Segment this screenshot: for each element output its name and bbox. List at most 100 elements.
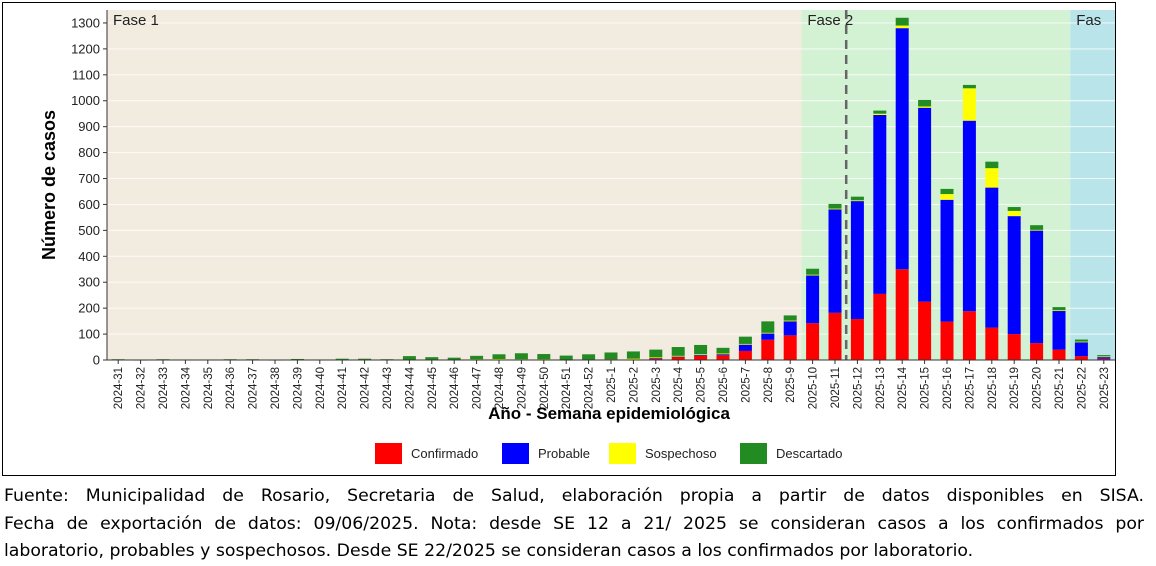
x-tick-label-2024-39: 2024-39 bbox=[292, 367, 304, 409]
bar-descartado-2025-17 bbox=[962, 84, 976, 89]
bar-sospechoso-2025-15 bbox=[918, 106, 932, 108]
bar-confirmado-2025-5 bbox=[694, 355, 708, 360]
bar-sospechoso-2025-17 bbox=[962, 88, 976, 121]
x-tick-label-2024-33: 2024-33 bbox=[158, 367, 170, 409]
legend-swatch-probable bbox=[502, 443, 529, 464]
x-tick-label-2024-40: 2024-40 bbox=[315, 367, 327, 409]
x-tick-label-2024-36: 2024-36 bbox=[225, 367, 237, 409]
bar-confirmado-2025-10 bbox=[806, 323, 820, 360]
bar-probable-2025-6 bbox=[716, 354, 730, 356]
x-tick-label-2024-52: 2024-52 bbox=[584, 367, 596, 409]
bar-descartado-2025-15 bbox=[918, 99, 932, 107]
bar-sospechoso-2025-8 bbox=[761, 332, 775, 334]
y-tick-label-0: 0 bbox=[93, 353, 100, 368]
phase-background-1 bbox=[107, 10, 802, 360]
bar-confirmado-2025-20 bbox=[1030, 343, 1044, 360]
legend-swatch-confirmado bbox=[375, 443, 402, 464]
legend-swatch-descartado bbox=[740, 443, 767, 464]
bar-sospechoso-2025-19 bbox=[1007, 210, 1021, 217]
x-tick-label-2024-37: 2024-37 bbox=[248, 367, 260, 409]
legend-label-probable: Probable bbox=[538, 446, 590, 461]
bar-confirmado-2025-13 bbox=[873, 293, 887, 360]
y-tick-label-1200: 1200 bbox=[71, 41, 100, 56]
bar-descartado-2024-49 bbox=[514, 353, 528, 360]
bar-descartado-2025-23 bbox=[1097, 355, 1111, 357]
x-tick-label-2024-38: 2024-38 bbox=[270, 367, 282, 409]
x-tick-label-2024-46: 2024-46 bbox=[449, 367, 461, 409]
x-tick-label-2025-23: 2025-23 bbox=[1099, 367, 1111, 409]
x-tick-label-2025-22: 2025-22 bbox=[1076, 367, 1088, 409]
bar-descartado-2025-11 bbox=[828, 203, 842, 209]
x-tick-label-2025-5: 2025-5 bbox=[696, 367, 708, 403]
y-tick-label-300: 300 bbox=[78, 275, 100, 290]
bar-sospechoso-2025-18 bbox=[985, 168, 999, 188]
bar-descartado-2024-46 bbox=[447, 357, 461, 360]
bar-descartado-2025-13 bbox=[873, 110, 887, 114]
bar-probable-2025-13 bbox=[873, 115, 887, 294]
bar-descartado-2024-44 bbox=[402, 356, 416, 360]
bar-descartado-2024-39 bbox=[290, 358, 304, 360]
bar-probable-2025-17 bbox=[962, 120, 976, 312]
x-tick-label-2025-16: 2025-16 bbox=[942, 367, 954, 409]
phase-label-3: Fas bbox=[1076, 12, 1101, 29]
bar-sospechoso-2025-20 bbox=[1030, 229, 1044, 231]
bar-sospechoso-2025-7 bbox=[738, 343, 752, 345]
bar-confirmado-2025-19 bbox=[1007, 334, 1021, 360]
bar-confirmado-2025-18 bbox=[985, 327, 999, 360]
bar-sospechoso-2025-21 bbox=[1052, 310, 1066, 312]
bar-probable-2025-21 bbox=[1052, 310, 1066, 350]
caption-line-2: Fecha de exportación de datos: 09/06/202… bbox=[4, 513, 1144, 534]
y-tick-label-500: 500 bbox=[78, 223, 100, 238]
x-tick-label-2025-13: 2025-13 bbox=[875, 367, 887, 409]
bar-probable-2025-16 bbox=[940, 199, 954, 322]
bar-descartado-2025-6 bbox=[716, 347, 730, 354]
phase-background-2 bbox=[801, 10, 1071, 360]
y-axis-title: Número de casos bbox=[39, 110, 59, 260]
bar-probable-2025-7 bbox=[738, 344, 752, 351]
bar-confirmado-2025-21 bbox=[1052, 349, 1066, 360]
bar-descartado-2025-20 bbox=[1030, 225, 1044, 230]
bar-descartado-2025-21 bbox=[1052, 307, 1066, 311]
bar-confirmado-2025-17 bbox=[962, 311, 976, 360]
bar-sospechoso-2024-48 bbox=[492, 358, 506, 360]
bar-probable-2025-8 bbox=[761, 333, 775, 340]
x-tick-label-2025-7: 2025-7 bbox=[740, 367, 752, 403]
x-tick-label-2025-3: 2025-3 bbox=[651, 367, 663, 403]
bar-confirmado-2025-23 bbox=[1097, 358, 1111, 360]
bar-probable-2025-5 bbox=[694, 354, 708, 356]
y-tick-label-800: 800 bbox=[78, 145, 100, 160]
y-tick-label-600: 600 bbox=[78, 197, 100, 212]
bar-sospechoso-2025-4 bbox=[671, 355, 685, 357]
bar-confirmado-2025-6 bbox=[716, 355, 730, 360]
bar-sospechoso-2025-22 bbox=[1074, 341, 1088, 343]
bar-confirmado-2025-16 bbox=[940, 321, 954, 360]
bar-descartado-2025-1 bbox=[604, 352, 618, 360]
bar-probable-2025-3 bbox=[649, 357, 663, 359]
bar-descartado-2025-5 bbox=[694, 344, 708, 355]
x-tick-label-2025-1: 2025-1 bbox=[606, 367, 618, 403]
bar-probable-2025-23 bbox=[1097, 356, 1111, 359]
x-tick-label-2025-21: 2025-21 bbox=[1054, 367, 1066, 409]
bar-descartado-2025-14 bbox=[895, 17, 909, 26]
bar-probable-2025-22 bbox=[1074, 341, 1088, 357]
x-tick-label-2024-51: 2024-51 bbox=[561, 367, 573, 409]
bar-descartado-2024-47 bbox=[470, 355, 484, 360]
x-tick-label-2025-19: 2025-19 bbox=[1009, 367, 1021, 409]
y-tick-label-1000: 1000 bbox=[71, 93, 100, 108]
x-tick-label-2025-20: 2025-20 bbox=[1032, 367, 1044, 409]
bar-confirmado-2025-3 bbox=[649, 358, 663, 360]
figure-caption: Fuente: Municipalidad de Rosario, Secret… bbox=[4, 483, 1144, 566]
legend-swatch-sospechoso bbox=[609, 443, 636, 464]
bar-confirmado-2025-12 bbox=[850, 319, 864, 360]
bar-sospechoso-2025-2 bbox=[626, 358, 640, 360]
legend-label-confirmado: Confirmado bbox=[411, 446, 478, 461]
x-tick-label-2024-49: 2024-49 bbox=[516, 367, 528, 409]
bar-confirmado-2025-4 bbox=[671, 356, 685, 360]
x-tick-label-2024-43: 2024-43 bbox=[382, 367, 394, 409]
bar-sospechoso-2025-23 bbox=[1097, 356, 1111, 358]
x-tick-label-2024-42: 2024-42 bbox=[360, 367, 372, 409]
bar-descartado-2025-22 bbox=[1074, 339, 1088, 342]
bar-descartado-2025-10 bbox=[806, 268, 820, 275]
bar-confirmado-2025-22 bbox=[1074, 356, 1088, 360]
bar-descartado-2024-51 bbox=[559, 355, 573, 360]
